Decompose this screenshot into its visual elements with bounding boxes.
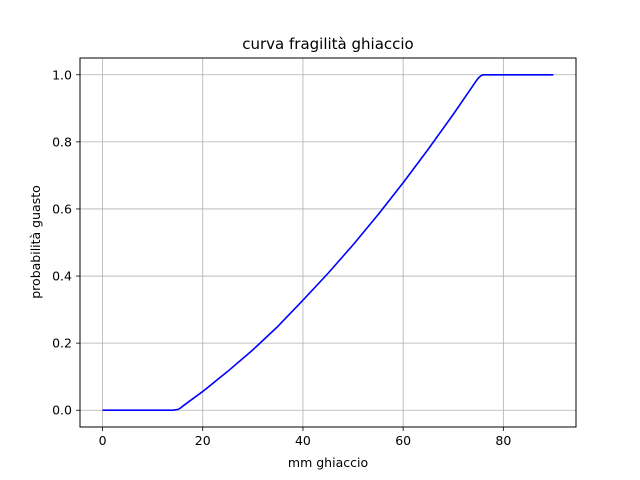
y-axis: 0.0 0.2 0.4 0.6 0.8 1.0 <box>52 67 80 418</box>
plot-frame <box>79 57 577 428</box>
y-tick-label: 0.4 <box>52 269 72 284</box>
series-line <box>102 73 554 412</box>
y-axis-label: probabilità guasto <box>28 185 43 299</box>
x-tick-label: 80 <box>495 433 511 448</box>
y-tick-label: 0.0 <box>52 403 72 418</box>
x-tick-label: 40 <box>295 433 311 448</box>
y-tick-label: 0.2 <box>52 336 72 351</box>
y-tick-label: 0.6 <box>52 201 72 216</box>
y-tick-label: 1.0 <box>52 67 72 82</box>
x-axis-label: mm ghiaccio <box>288 455 368 470</box>
series-layer <box>102 73 554 412</box>
chart-title: curva fragilità ghiaccio <box>242 35 414 53</box>
y-tick-label: 0.8 <box>52 134 72 149</box>
x-tick-label: 60 <box>395 433 411 448</box>
x-tick-label: 0 <box>99 433 107 448</box>
x-tick-label: 20 <box>195 433 211 448</box>
x-axis: 0 20 40 60 80 <box>99 427 511 448</box>
